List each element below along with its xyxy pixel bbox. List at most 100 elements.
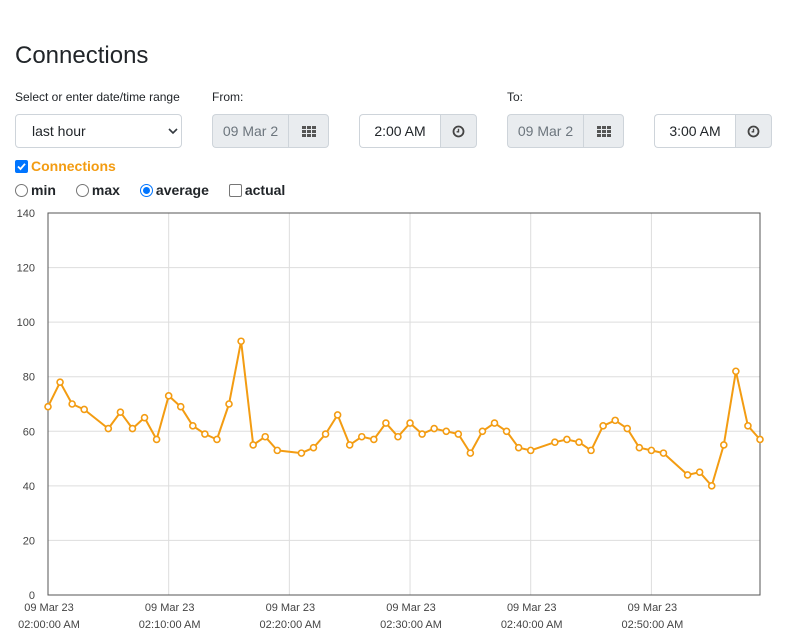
to-date-input[interactable]: 09 Mar 2: [507, 114, 583, 148]
y-tick-label: 100: [17, 317, 35, 329]
range-label: Select or enter date/time range: [15, 90, 180, 104]
data-point: [756, 435, 764, 444]
x-tick-time: 02:50:00 AM: [621, 619, 683, 631]
data-point: [575, 438, 583, 446]
data-point: [514, 443, 523, 452]
data-point: [526, 446, 535, 455]
data-point: [406, 419, 414, 427]
data-point: [249, 441, 257, 449]
to-time-input[interactable]: 3:00 AM: [654, 114, 735, 148]
data-point: [599, 422, 607, 430]
calendar-grid-icon: [596, 125, 611, 137]
data-point: [490, 419, 499, 427]
y-tick-label: 60: [23, 426, 35, 438]
x-tick-date: 09 Mar 23: [145, 602, 195, 614]
x-tick-date: 09 Mar 23: [507, 602, 557, 614]
option-average[interactable]: average: [139, 182, 209, 198]
option-max[interactable]: max: [75, 182, 120, 198]
connections-label[interactable]: Connections: [31, 158, 116, 174]
data-point: [176, 402, 185, 411]
data-point: [659, 449, 668, 457]
y-tick-label: 140: [17, 208, 35, 220]
option-actual-label: actual: [244, 182, 286, 198]
x-tick-time: 02:00:00 AM: [18, 619, 80, 631]
data-point: [454, 430, 463, 438]
data-point: [370, 435, 378, 444]
to-time-group: 3:00 AM: [654, 114, 772, 148]
data-point: [80, 405, 89, 414]
range-select[interactable]: last hour: [15, 114, 182, 148]
x-tick-date: 09 Mar 23: [386, 602, 436, 614]
data-point: [502, 427, 511, 436]
data-point: [152, 435, 161, 444]
calendar-grid-icon: [301, 125, 316, 137]
data-point: [213, 435, 221, 444]
clock-icon: [452, 125, 465, 137]
y-tick-label: 120: [17, 263, 35, 275]
page-title: Connections: [15, 42, 149, 69]
chevron-down-icon: [168, 128, 178, 135]
clock-icon: [747, 125, 760, 137]
data-point: [623, 424, 632, 433]
to-clock-button[interactable]: [735, 114, 772, 148]
data-point: [647, 446, 656, 455]
option-max-label: max: [91, 182, 120, 198]
option-average-label: average: [155, 182, 209, 198]
to-calendar-button[interactable]: [583, 114, 624, 148]
from-time-input[interactable]: 2:00 AM: [359, 114, 440, 148]
data-point: [345, 441, 354, 449]
y-tick-label: 20: [23, 535, 35, 547]
from-date-group: 09 Mar 2: [212, 114, 329, 148]
from-label: From:: [212, 90, 244, 104]
aggregation-options: min max average actual: [15, 182, 285, 198]
actual-checkbox[interactable]: [228, 183, 242, 197]
data-point: [309, 443, 318, 452]
min-radio[interactable]: [15, 183, 28, 197]
max-radio[interactable]: [75, 183, 89, 197]
option-actual[interactable]: actual: [228, 182, 286, 198]
data-point: [719, 441, 728, 449]
option-min-label: min: [31, 182, 56, 198]
connections-checkbox[interactable]: [15, 159, 28, 173]
data-point: [430, 424, 438, 433]
data-point: [587, 446, 595, 455]
data-point: [140, 413, 149, 422]
data-point: [237, 337, 245, 346]
x-tick-date: 09 Mar 23: [266, 602, 316, 614]
x-tick-time: 02:40:00 AM: [501, 619, 563, 631]
option-min[interactable]: min: [15, 182, 56, 198]
from-clock-button[interactable]: [440, 114, 477, 148]
data-point: [44, 402, 52, 411]
data-point: [635, 443, 644, 452]
data-point: [418, 430, 426, 438]
connections-chart: 0 20 40 60 80 100 120 140 09 Mar 23 02:00:00 AM 09…: [17, 208, 764, 631]
from-calendar-button[interactable]: [288, 114, 329, 148]
x-tick-time: 02:30:00 AM: [380, 619, 442, 631]
data-point: [744, 422, 752, 430]
to-label: To:: [507, 90, 524, 104]
data-point: [563, 435, 571, 444]
data-point: [611, 416, 619, 425]
data-point: [394, 432, 402, 441]
x-tick-time: 02:10:00 AM: [139, 619, 201, 631]
data-point: [116, 408, 125, 416]
series-line-0: [47, 340, 761, 487]
from-time-group: 2:00 AM: [359, 114, 477, 148]
average-radio[interactable]: [139, 183, 153, 197]
data-point: [695, 468, 704, 477]
range-select-value: last hour: [32, 123, 86, 139]
data-point: [732, 367, 740, 376]
x-tick-date: 09 Mar 23: [628, 602, 678, 614]
data-point: [297, 449, 306, 457]
data-point: [104, 424, 113, 433]
data-point: [478, 427, 487, 436]
from-date-input[interactable]: 09 Mar 2: [212, 114, 288, 148]
data-point: [333, 411, 342, 419]
data-point: [707, 482, 716, 490]
data-point: [273, 446, 282, 455]
y-tick-label: 40: [23, 481, 35, 493]
data-point: [442, 427, 451, 436]
data-point: [683, 471, 692, 479]
data-point: [189, 422, 197, 430]
data-point: [382, 419, 390, 427]
